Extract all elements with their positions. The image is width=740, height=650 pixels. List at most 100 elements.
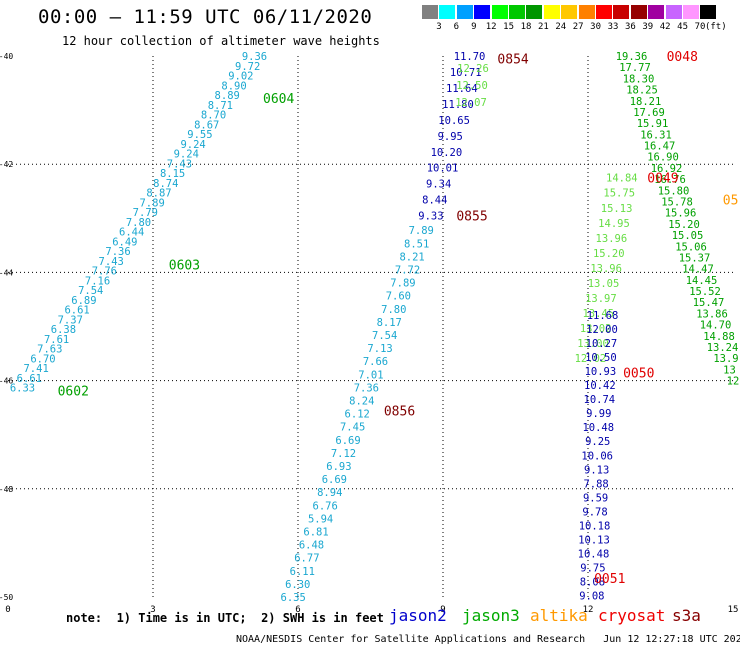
wave-height-value: 9.72 — [235, 61, 260, 73]
legend-swatch — [422, 5, 438, 19]
wave-height-value: 19.36 — [616, 51, 648, 63]
x-tick-label: 0 — [5, 605, 10, 615]
wave-height-value: 9.99 — [586, 408, 611, 420]
legend-swatch — [456, 5, 473, 19]
legend-label: 39 — [642, 22, 654, 32]
wave-height-value: 6.76 — [313, 500, 338, 512]
wave-height-value: 7.54 — [78, 285, 103, 297]
wave-height-value: 9.34 — [426, 179, 451, 191]
wave-height-value: 7.60 — [386, 291, 411, 303]
wave-height-value: 8.94 — [317, 487, 342, 499]
wave-height-value: 8.15 — [160, 168, 185, 180]
map-title: 00:00 – 11:59 UTC 06/11/2020 — [38, 6, 373, 28]
wave-height-value: 8.74 — [153, 178, 178, 190]
wave-height-value: 10.48 — [578, 548, 610, 560]
legend-swatch — [578, 5, 595, 19]
legend-swatch — [491, 5, 508, 19]
wave-height-value: 10.13 — [578, 534, 610, 546]
wave-height-value: 15.37 — [679, 252, 711, 264]
wave-height-value: 8.08 — [580, 576, 605, 588]
legend-swatch — [561, 5, 578, 19]
wave-height-value: 9.36 — [242, 51, 267, 63]
pass-time-label: 0854 — [497, 53, 528, 68]
satellite-jason2: jason2 — [389, 606, 447, 625]
wave-height-value: 18.30 — [623, 73, 655, 85]
pass-time-label: 0602 — [58, 384, 89, 399]
wave-height-value: 15.91 — [637, 118, 669, 130]
satellite-jason3: jason3 — [462, 606, 520, 625]
wave-height-value: 8.71 — [208, 100, 233, 112]
wave-height-value: 15.06 — [675, 241, 707, 253]
wave-height-value: 8.89 — [215, 90, 240, 102]
wave-height-value: 10.48 — [582, 422, 614, 434]
wave-height-value: 7.36 — [354, 382, 379, 394]
wave-height-value: 6.33 — [10, 383, 35, 395]
wave-height-value: 12.00 — [586, 324, 618, 336]
legend-label: 21 — [537, 22, 549, 32]
wave-height-value: 5.94 — [308, 513, 333, 525]
wave-height-value: 15.47 — [693, 297, 725, 309]
footer-note: note: 1) Time is in UTC; 2) SWH is in fe… — [66, 611, 384, 625]
wave-height-value: 10.74 — [584, 394, 616, 406]
wave-height-value: 9.95 — [438, 131, 463, 143]
wave-height-value: 16.31 — [640, 129, 672, 141]
wave-height-value: 7.72 — [395, 265, 420, 277]
wave-height-value: 15.13 — [601, 203, 633, 215]
pass-time-label: 0049 — [647, 172, 678, 187]
legend-swatch — [596, 5, 612, 19]
legend-label: 24 — [555, 22, 567, 32]
legend-swatch — [683, 5, 699, 19]
wave-height-value: 7.16 — [85, 275, 110, 287]
wave-height-value: 16.92 — [651, 163, 683, 175]
wave-height-value: 18.25 — [626, 85, 658, 97]
pass-time-label: 0051 — [594, 572, 625, 587]
wave-height-value: 17.77 — [619, 62, 651, 74]
wave-height-value: 16.76 — [654, 174, 686, 186]
wave-height-value: 14.70 — [700, 320, 732, 332]
wave-height-value: 9.25 — [585, 436, 610, 448]
legend-label: 6 — [453, 22, 460, 32]
wave-height-value: 9.78 — [582, 506, 607, 518]
legend-label: 9 — [471, 22, 477, 32]
wave-height-value: 16.90 — [647, 152, 679, 164]
wave-height-value: 6.12 — [345, 409, 370, 421]
wave-height-value: 7.36 — [105, 246, 130, 258]
wave-height-value: 11.70 — [454, 51, 486, 63]
legend-swatch — [439, 5, 456, 19]
wave-height-value: 14.95 — [598, 218, 630, 230]
wave-height-value: 6.81 — [303, 527, 328, 539]
wave-height-value: 9.24 — [180, 139, 205, 151]
wave-height-value: 8.24 — [349, 396, 374, 408]
legend-swatch — [630, 5, 647, 19]
legend-label: 30 — [590, 22, 602, 32]
wave-height-value: 10.20 — [431, 147, 463, 159]
wave-height-value: 15.80 — [658, 185, 690, 197]
wave-height-value: 8.87 — [146, 188, 171, 200]
wave-height-value: 7.80 — [381, 304, 406, 316]
y-tick-label: -42 — [0, 160, 13, 169]
wave-height-value: 9.55 — [187, 129, 212, 141]
wave-height-value: 6.89 — [71, 295, 96, 307]
wave-height-value: 6.48 — [299, 540, 324, 552]
wave-height-value: 7.37 — [58, 314, 83, 326]
wave-height-value: 11.80 — [442, 99, 474, 111]
wave-height-value: 9.13 — [584, 464, 609, 476]
wave-height-value: 7.88 — [583, 478, 608, 490]
wave-height-value: 13.24 — [707, 342, 739, 354]
wave-height-value: 10.42 — [584, 380, 616, 392]
wave-height-value: 6.44 — [119, 227, 144, 239]
wave-height-value: 12.50 — [456, 80, 488, 92]
wave-height-value: 10.27 — [586, 338, 618, 350]
satellite-altika: altika — [530, 606, 588, 625]
wave-height-value: 13.00 — [577, 338, 609, 350]
legend-swatch — [648, 5, 665, 19]
satellite-cryosat: cryosat — [598, 606, 666, 625]
wave-height-value: 7.13 — [367, 343, 392, 355]
wave-height-value: 6.69 — [335, 435, 360, 447]
x-tick-label: 6 — [295, 605, 300, 615]
wave-height-value: 8.67 — [194, 119, 219, 131]
x-tick-label: 12 — [583, 605, 594, 615]
wave-height-value: 7.45 — [340, 422, 365, 434]
wave-height-value: 10.06 — [581, 450, 613, 462]
